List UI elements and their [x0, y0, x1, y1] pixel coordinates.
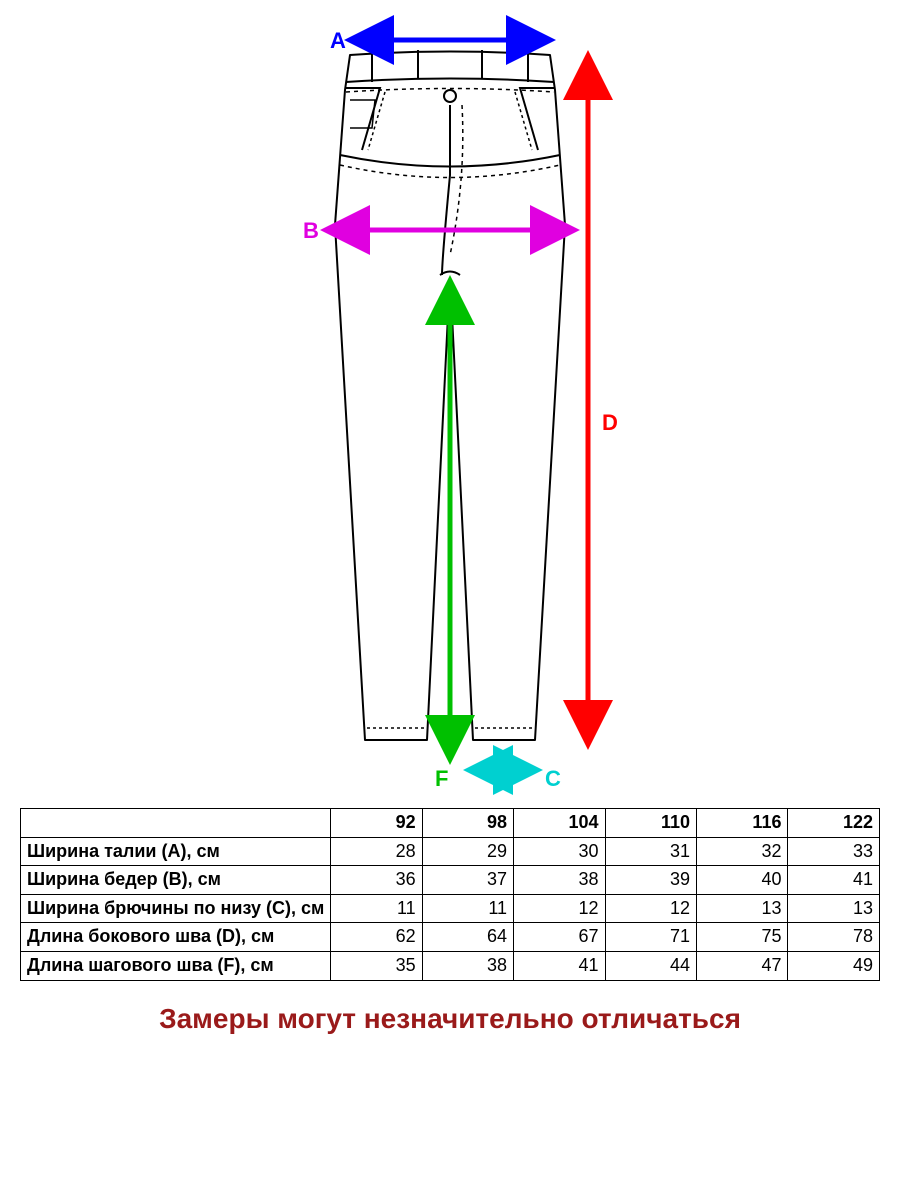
cell: 71	[605, 923, 696, 952]
measure-A-label: A	[330, 28, 346, 53]
col-4: 116	[697, 809, 788, 838]
col-1: 98	[422, 809, 513, 838]
row-label: Ширина бедер (B), см	[21, 866, 331, 895]
pants-svg: A B D F C	[190, 0, 710, 800]
measure-C-label: C	[545, 766, 561, 791]
cell: 11	[331, 894, 422, 923]
table-row: Длина бокового шва (D), см 62 64 67 71 7…	[21, 923, 880, 952]
cell: 64	[422, 923, 513, 952]
cell: 38	[514, 866, 605, 895]
size-table-header-row: 92 98 104 110 116 122	[21, 809, 880, 838]
cell: 11	[422, 894, 513, 923]
header-blank	[21, 809, 331, 838]
measure-B-label: B	[303, 218, 319, 243]
row-label: Ширина талии (A), см	[21, 837, 331, 866]
pants-size-diagram: A B D F C	[0, 0, 900, 800]
cell: 13	[697, 894, 788, 923]
button-icon	[444, 90, 456, 102]
cell: 44	[605, 951, 696, 980]
table-row: Ширина брючины по низу (C), см 11 11 12 …	[21, 894, 880, 923]
cell: 30	[514, 837, 605, 866]
cell: 41	[514, 951, 605, 980]
cell: 12	[514, 894, 605, 923]
cell: 78	[788, 923, 880, 952]
cell: 40	[697, 866, 788, 895]
cell: 29	[422, 837, 513, 866]
measure-D-label: D	[602, 410, 618, 435]
cell: 33	[788, 837, 880, 866]
table-row: Ширина талии (A), см 28 29 30 31 32 33	[21, 837, 880, 866]
row-label: Длина бокового шва (D), см	[21, 923, 331, 952]
table-row: Ширина бедер (B), см 36 37 38 39 40 41	[21, 866, 880, 895]
cell: 49	[788, 951, 880, 980]
disclaimer-note: Замеры могут незначительно отличаться	[0, 1003, 900, 1035]
cell: 36	[331, 866, 422, 895]
cell: 75	[697, 923, 788, 952]
col-0: 92	[331, 809, 422, 838]
measure-F-label: F	[435, 766, 448, 791]
cell: 37	[422, 866, 513, 895]
cell: 13	[788, 894, 880, 923]
col-2: 104	[514, 809, 605, 838]
cell: 32	[697, 837, 788, 866]
cell: 28	[331, 837, 422, 866]
cell: 62	[331, 923, 422, 952]
cell: 38	[422, 951, 513, 980]
col-3: 110	[605, 809, 696, 838]
col-5: 122	[788, 809, 880, 838]
cell: 12	[605, 894, 696, 923]
cell: 47	[697, 951, 788, 980]
cell: 31	[605, 837, 696, 866]
cell: 35	[331, 951, 422, 980]
size-table: 92 98 104 110 116 122 Ширина талии (A), …	[20, 808, 880, 981]
table-row: Длина шагового шва (F), см 35 38 41 44 4…	[21, 951, 880, 980]
row-label: Длина шагового шва (F), см	[21, 951, 331, 980]
cell: 41	[788, 866, 880, 895]
cell: 67	[514, 923, 605, 952]
row-label: Ширина брючины по низу (C), см	[21, 894, 331, 923]
cell: 39	[605, 866, 696, 895]
